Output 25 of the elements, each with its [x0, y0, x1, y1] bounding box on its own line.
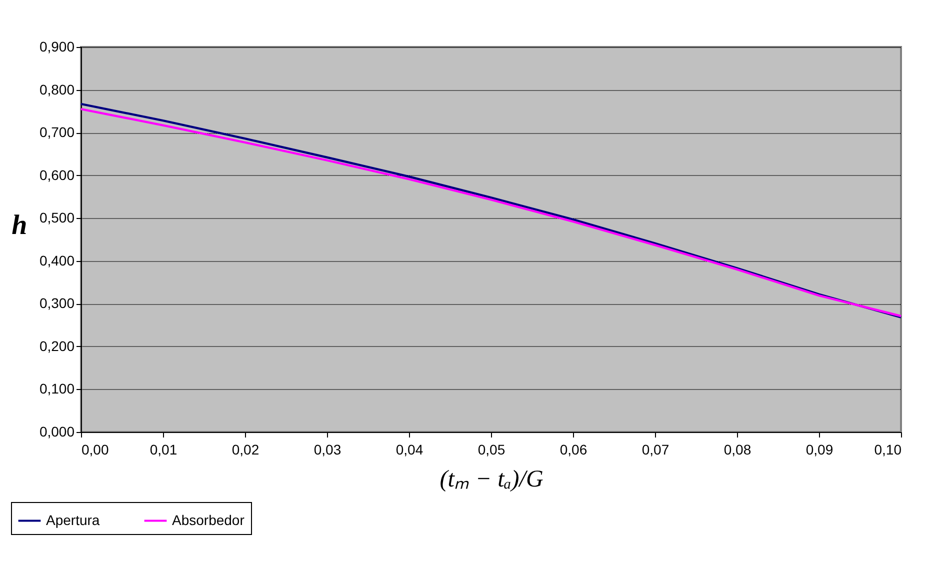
x-tick-label: 0,04 — [396, 442, 424, 458]
x-tick-label: 0,09 — [806, 442, 834, 458]
x-tick-label: 0,10 — [874, 442, 902, 458]
y-tick-label: 0,200 — [39, 338, 75, 354]
x-tick-label: 0,00 — [82, 442, 109, 458]
x-tick-label: 0,01 — [150, 442, 178, 458]
x-tick-label: 0,05 — [478, 442, 506, 458]
x-tick-label: 0,02 — [232, 442, 260, 458]
y-tick-label: 0,600 — [39, 166, 75, 183]
x-tick-label: 0,07 — [642, 442, 670, 458]
legend-label: Absorbedor — [172, 512, 245, 528]
y-axis-title: h — [12, 210, 28, 241]
legend-label: Apertura — [46, 512, 100, 528]
y-tick-label: 0,100 — [39, 380, 75, 397]
x-tick-label: 0,06 — [560, 442, 588, 458]
y-tick-label: 0,000 — [39, 424, 75, 440]
y-tick-label: 0,900 — [39, 38, 75, 54]
y-tick-label: 0,800 — [39, 81, 75, 98]
x-tick-label: 0,03 — [314, 442, 342, 458]
y-tick-label: 0,500 — [39, 210, 75, 226]
x-tick-label: 0,08 — [724, 442, 752, 458]
y-tick-label: 0,700 — [39, 124, 75, 140]
y-tick-label: 0,400 — [39, 252, 75, 268]
y-tick-label: 0,300 — [39, 295, 75, 312]
x-axis-title: (tₘ − tₐ)/G — [440, 466, 544, 492]
